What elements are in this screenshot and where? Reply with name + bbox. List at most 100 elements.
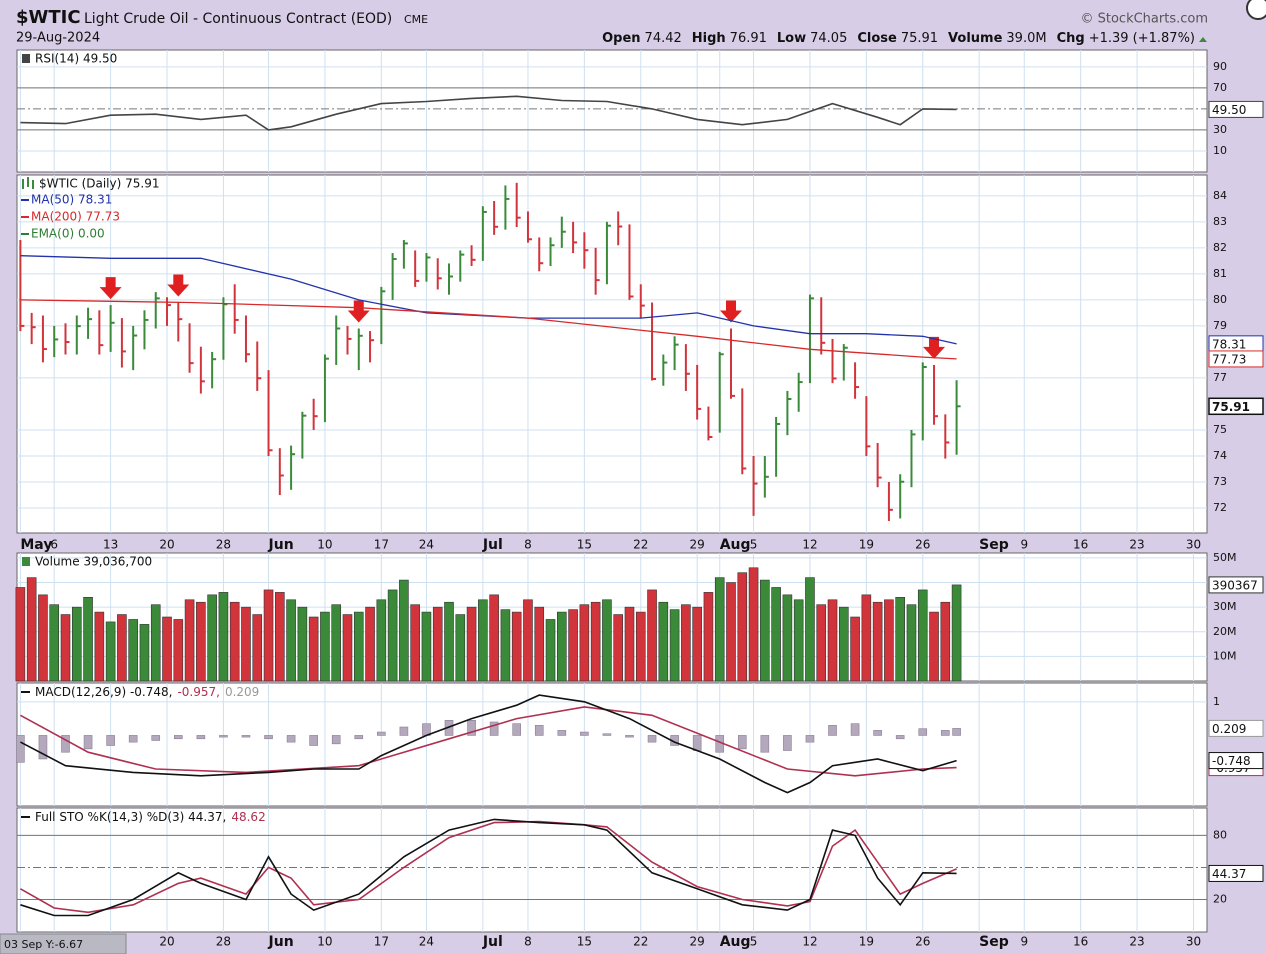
panel bbox=[16, 552, 1208, 682]
volume-bar bbox=[308, 616, 319, 682]
x-tick-label: 13 bbox=[103, 538, 118, 552]
x-tick-label: 5 bbox=[750, 935, 758, 949]
volume-bar bbox=[805, 577, 815, 682]
y-tick-label: 80 bbox=[1213, 293, 1227, 306]
volume-bar bbox=[534, 606, 545, 682]
series-line bbox=[20, 820, 957, 914]
volume-bar bbox=[252, 614, 263, 682]
x-tick-label: 8 bbox=[524, 935, 532, 949]
histogram-bar bbox=[602, 733, 612, 736]
histogram-bar bbox=[38, 735, 48, 760]
value-tag-label: 75.91 bbox=[1212, 400, 1250, 414]
quote-key: Low bbox=[777, 31, 806, 46]
volume-bar bbox=[105, 621, 116, 682]
value-tag-label: 49.50 bbox=[1212, 103, 1246, 117]
y-tick-label: 1 bbox=[1213, 695, 1220, 708]
histogram-bar bbox=[783, 735, 792, 751]
quote-value: 74.05 bbox=[810, 31, 847, 46]
signal-arrow bbox=[167, 274, 190, 297]
volume-bar bbox=[714, 577, 725, 682]
x-tick-label: 10 bbox=[317, 538, 332, 552]
histogram-bar bbox=[941, 730, 950, 736]
x-tick-label: 23 bbox=[1129, 538, 1144, 552]
x-tick-label: 22 bbox=[633, 538, 648, 552]
y-tick-label: 90 bbox=[1213, 60, 1227, 73]
volume-bar bbox=[703, 592, 714, 682]
histogram-bar bbox=[580, 731, 589, 736]
volume-bar bbox=[218, 592, 229, 682]
instrument-name: Light Crude Oil - Continuous Contract (E… bbox=[84, 11, 392, 27]
value-tag bbox=[1208, 864, 1264, 882]
volume-bar bbox=[241, 606, 251, 682]
histogram-bar bbox=[106, 735, 115, 746]
panel bbox=[16, 682, 1208, 807]
volume-bar bbox=[207, 594, 217, 682]
signal-arrow bbox=[720, 300, 742, 323]
x-tick-label: 20 bbox=[159, 538, 174, 552]
legend-label: MA(200) 77.73 bbox=[31, 210, 120, 224]
panel bbox=[16, 174, 1208, 534]
histogram-bar bbox=[354, 735, 364, 740]
series-line bbox=[20, 818, 957, 917]
x-tick-label: Aug bbox=[720, 934, 751, 950]
x-tick-label: 6 bbox=[50, 538, 58, 552]
x-tick-label: 24 bbox=[419, 935, 434, 949]
x-tick-label: Jun bbox=[268, 537, 294, 553]
histogram-bar bbox=[377, 731, 386, 736]
y-tick-label: 83 bbox=[1213, 215, 1227, 228]
up-indicator bbox=[1199, 37, 1207, 42]
volume-bar bbox=[173, 619, 184, 682]
x-tick-label: Sep bbox=[979, 537, 1009, 553]
x-tick-label: Aug bbox=[720, 537, 751, 553]
x-tick-label: 30 bbox=[1186, 935, 1201, 949]
histogram-bar bbox=[399, 726, 409, 736]
volume-bar bbox=[647, 589, 657, 682]
volume-bar bbox=[895, 597, 905, 682]
volume-bar bbox=[726, 582, 736, 682]
x-tick-label: 17 bbox=[374, 538, 389, 552]
y-tick-label: 77 bbox=[1213, 371, 1227, 384]
volume-bar bbox=[353, 611, 364, 682]
value-tag-label: 78.31 bbox=[1212, 337, 1246, 351]
panel-label: MACD(12,26,9) -0.748, -0.957, 0.209 bbox=[35, 685, 259, 699]
x-tick-label: May bbox=[20, 537, 52, 553]
x-tick-label: 8 bbox=[524, 538, 532, 552]
value-tag bbox=[1208, 397, 1264, 416]
value-tag-label: 390367 bbox=[1212, 578, 1258, 592]
x-tick-label: 12 bbox=[802, 935, 817, 949]
volume-bar bbox=[71, 606, 82, 682]
quote-value: 76.91 bbox=[730, 31, 767, 46]
histogram-bar bbox=[895, 735, 905, 740]
histogram-bar bbox=[331, 735, 341, 745]
cursor-readout-box bbox=[0, 933, 127, 954]
quote-value: 75.91 bbox=[901, 31, 938, 46]
volume-bar bbox=[613, 614, 624, 682]
volume-bar bbox=[827, 599, 838, 682]
y-tick-label: 30M bbox=[1213, 600, 1237, 613]
value-tag-label: 0.209 bbox=[1212, 722, 1246, 736]
volume-bar bbox=[184, 599, 195, 682]
volume-bar bbox=[861, 594, 872, 682]
label-part: 0.209 bbox=[225, 685, 259, 699]
legend-swatch bbox=[22, 54, 30, 63]
x-tick-label: Jun bbox=[268, 934, 294, 950]
y-tick-label: 70 bbox=[1213, 81, 1227, 94]
value-tag bbox=[1208, 576, 1264, 594]
histogram-bar bbox=[264, 735, 273, 740]
label-part: Full STO %K(14,3) %D(3) 44.37, bbox=[35, 810, 226, 824]
close-button[interactable] bbox=[1246, 0, 1266, 20]
volume-bar bbox=[579, 604, 590, 682]
y-tick-label: 74 bbox=[1213, 449, 1227, 462]
x-tick-label: 10 bbox=[317, 935, 332, 949]
volume-bar bbox=[489, 594, 499, 682]
volume-bar bbox=[545, 619, 556, 682]
volume-bar bbox=[410, 604, 420, 682]
volume-bar bbox=[884, 599, 894, 682]
x-tick-label: 16 bbox=[1073, 538, 1088, 552]
histogram-bar bbox=[286, 735, 296, 743]
histogram-bar bbox=[850, 723, 860, 736]
quote-value: 39.0M bbox=[1006, 31, 1046, 46]
x-tick-label: 26 bbox=[915, 935, 930, 949]
panel-label: Full STO %K(14,3) %D(3) 44.37, 48.62 bbox=[35, 810, 266, 824]
